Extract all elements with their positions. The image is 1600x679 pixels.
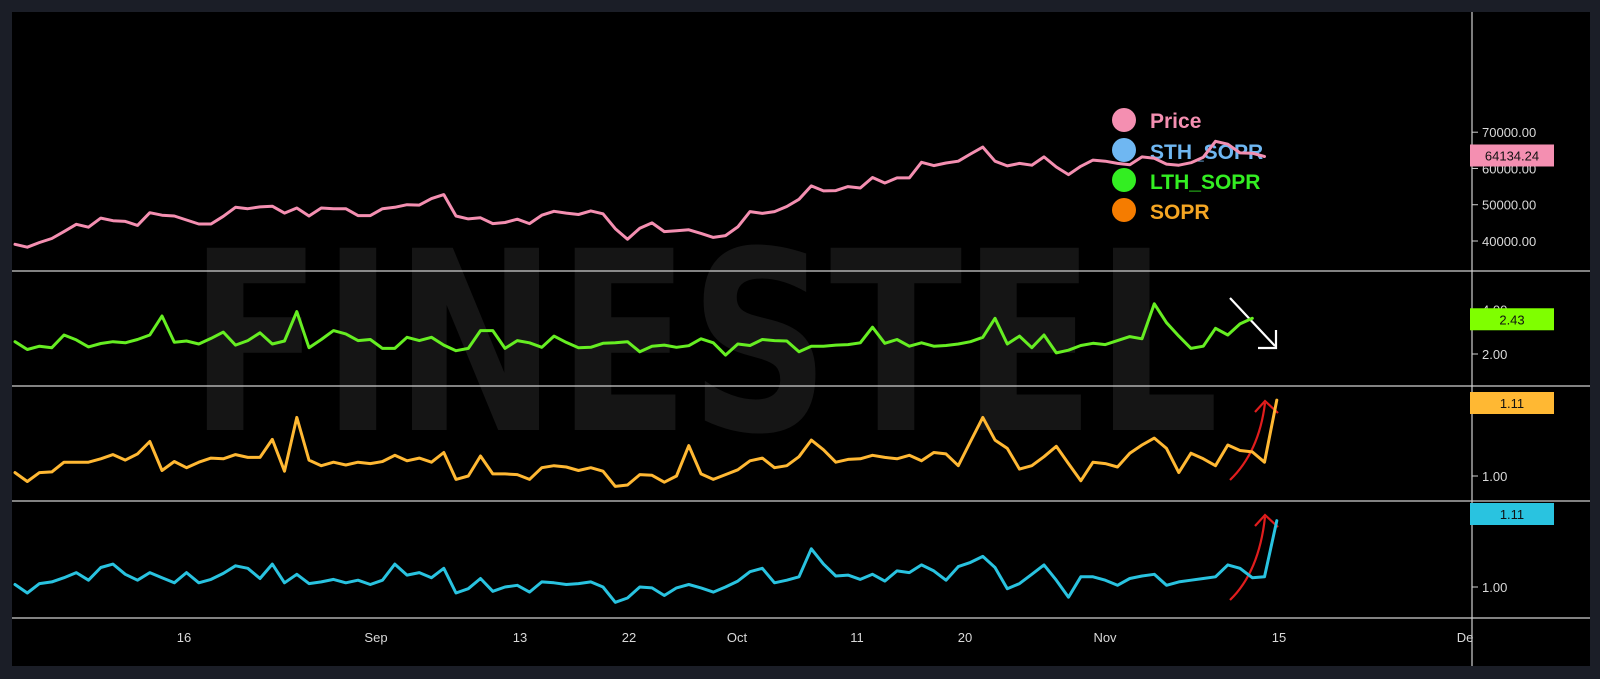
down-trend-arrow-white: [1229, 297, 1278, 350]
legend-label-lth-sopr: LTH_SOPR: [1150, 171, 1260, 194]
x-tick-label: 22: [622, 630, 636, 645]
panel-separators: [12, 12, 1590, 666]
multi-panel-chart: FINESTEL Price STH_SOPR LTH_SOPR SOPR: [12, 12, 1590, 666]
last-value-badge-price: [1470, 144, 1554, 167]
legend-dot-sopr: [1112, 198, 1136, 222]
series-line-sopr: [13, 398, 1279, 488]
legend-dot-sth-sopr: [1112, 138, 1136, 162]
x-tick-label: 11: [850, 630, 864, 645]
x-tick-label: 15: [1272, 630, 1286, 645]
last-value-label-lth-sopr: 2.43: [1499, 312, 1524, 327]
chart-frame: FINESTEL Price STH_SOPR LTH_SOPR SOPR: [12, 12, 1590, 666]
x-tick-label: 20: [958, 630, 972, 645]
x-tick-label: Oct: [727, 630, 748, 645]
x-tick-label: Nov: [1093, 630, 1117, 645]
last-value-badge-sopr: [1470, 392, 1554, 414]
series-layer: [13, 139, 1279, 604]
series-line-sth-sopr: [13, 519, 1279, 604]
legend-item-sopr: SOPR: [1112, 198, 1210, 224]
up-trend-arrow-red-sopr: [1229, 399, 1279, 481]
last-value-label-price: 64134.24: [1485, 148, 1539, 163]
last-value-badge-sth-sopr: [1470, 503, 1554, 525]
y-tick-label: 1.00: [1482, 469, 1507, 484]
last-value-badge-lth-sopr: [1470, 308, 1554, 331]
y-tick-label: 40000.00: [1482, 234, 1536, 249]
last-value-label-sth-sopr: 1.11: [1500, 507, 1524, 522]
y-tick-label: 2.00: [1482, 347, 1507, 362]
last-value-label-sopr: 1.11: [1500, 396, 1524, 411]
legend-dot-lth-sopr: [1112, 168, 1136, 192]
legend-item-price: Price: [1112, 108, 1201, 133]
series-line-lth-sopr: [13, 302, 1254, 357]
x-tick-label: De: [1457, 630, 1474, 645]
y-tick-label: 1.00: [1482, 580, 1507, 595]
y-tick-label: 50000.00: [1482, 198, 1536, 213]
legend-dot-price: [1112, 108, 1136, 132]
up-trend-arrow-red-sth-sopr: [1229, 513, 1279, 601]
x-tick-label: 16: [177, 630, 191, 645]
annotation-arrows: [1229, 297, 1279, 601]
x-tick-label: Sep: [364, 630, 387, 645]
y-tick-label: 70000.00: [1482, 125, 1536, 140]
series-line-price: [13, 139, 1266, 249]
x-tick-label: 13: [513, 630, 527, 645]
legend-label-sopr: SOPR: [1150, 201, 1210, 224]
axis-layer: 70000.0060000.0050000.0040000.0064134.24…: [177, 125, 1554, 645]
legend-label-price: Price: [1150, 110, 1201, 133]
legend: Price STH_SOPR LTH_SOPR SOPR: [1112, 108, 1263, 224]
watermark: FINESTEL: [189, 198, 1219, 489]
legend-item-lth-sopr: LTH_SOPR: [1112, 168, 1260, 194]
